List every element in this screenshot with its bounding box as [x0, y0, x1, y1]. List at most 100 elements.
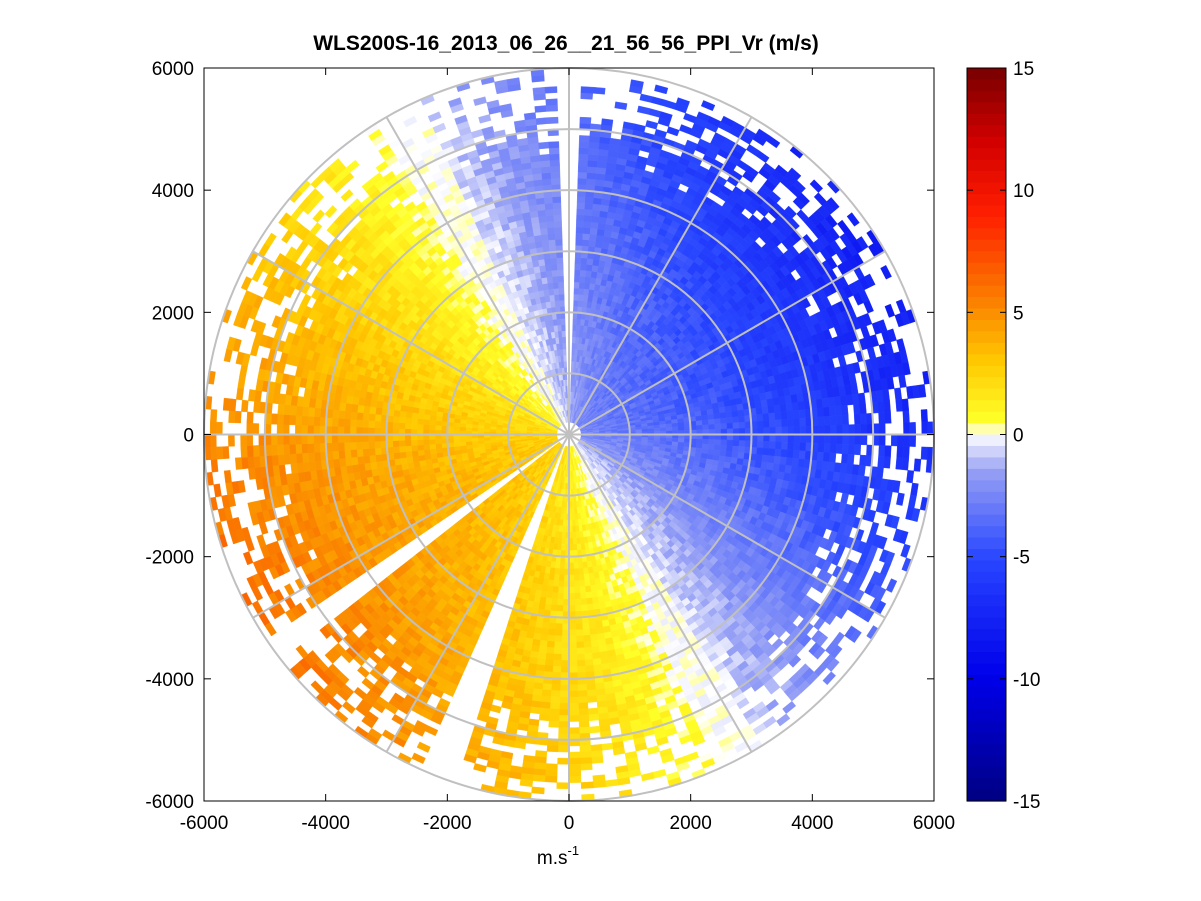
velocity-cell	[572, 531, 577, 539]
velocity-cell	[665, 437, 673, 442]
velocity-cell	[592, 658, 602, 666]
velocity-cell	[568, 666, 578, 673]
velocity-cell	[775, 419, 783, 428]
velocity-cell	[590, 639, 599, 648]
velocity-cell	[761, 454, 769, 463]
velocity-cell	[534, 756, 547, 764]
velocity-cell	[786, 449, 794, 459]
velocity-cell	[529, 706, 541, 715]
velocity-cell	[541, 621, 550, 630]
velocity-cell	[834, 405, 843, 417]
velocity-cell	[568, 684, 579, 692]
velocity-cell	[903, 434, 910, 447]
velocity-cell	[659, 424, 667, 429]
velocity-cell	[592, 774, 606, 783]
velocity-cell	[574, 269, 581, 277]
velocity-cell	[860, 423, 868, 435]
velocity-cell	[558, 708, 570, 716]
velocity-cell	[791, 457, 800, 468]
velocity-cell	[859, 402, 867, 415]
velocity-cell	[559, 696, 570, 704]
velocity-cell	[755, 150, 770, 163]
velocity-cell	[575, 531, 581, 539]
velocity-cell	[702, 438, 710, 445]
velocity-cell	[544, 659, 554, 667]
velocity-cell	[578, 708, 589, 716]
velocity-cell	[763, 434, 771, 442]
velocity-cell	[591, 652, 601, 660]
velocity-cell	[578, 141, 590, 149]
velocity-cell	[560, 660, 570, 667]
velocity-cell	[696, 438, 704, 445]
velocity-cell	[780, 411, 788, 420]
velocity-cell	[550, 696, 561, 704]
velocity-cell	[647, 428, 655, 432]
velocity-cell	[592, 664, 603, 672]
velocity-cell	[792, 409, 800, 419]
velocity-cell	[713, 412, 721, 420]
velocity-cell	[543, 665, 554, 673]
velocity-cell	[578, 714, 590, 722]
velocity-cell	[774, 411, 782, 421]
velocity-cell	[547, 628, 556, 636]
velocity-cell	[913, 458, 922, 472]
velocity-cell	[581, 239, 590, 247]
velocity-cell	[546, 640, 555, 649]
velocity-cell	[577, 300, 584, 308]
velocity-cell	[653, 424, 661, 429]
velocity-cell	[568, 770, 582, 777]
velocity-cell	[544, 769, 558, 777]
velocity-cell	[829, 415, 837, 426]
velocity-cell	[589, 584, 597, 593]
velocity-cell	[604, 779, 619, 788]
velocity-cell	[725, 411, 733, 419]
velocity-cell	[793, 418, 801, 427]
velocity-cell	[614, 101, 628, 110]
velocity-cell	[701, 414, 709, 421]
velocity-cell	[799, 425, 807, 435]
velocity-cell	[785, 402, 794, 412]
velocity-cell	[583, 214, 593, 223]
velocity-cell	[791, 401, 800, 412]
velocity-cell	[561, 635, 570, 643]
velocity-cell	[823, 415, 831, 426]
velocity-cell	[588, 621, 597, 630]
velocity-cell	[582, 227, 591, 235]
velocity-cell	[540, 695, 552, 703]
velocity-cell	[576, 653, 585, 661]
velocity-cell	[761, 406, 769, 415]
velocity-cell	[830, 434, 837, 445]
velocity-cell	[714, 423, 722, 430]
velocity-cell	[586, 258, 594, 266]
velocity-cell	[568, 654, 578, 661]
velocity-cell	[787, 426, 795, 435]
velocity-cell	[591, 209, 601, 217]
velocity-cell	[545, 646, 555, 655]
velocity-cell	[575, 623, 583, 631]
velocity-cell	[737, 452, 745, 460]
velocity-cell	[582, 233, 591, 241]
velocity-cell	[920, 446, 928, 460]
velocity-cell	[842, 424, 850, 435]
velocity-cell	[769, 427, 777, 435]
velocity-cell	[586, 689, 597, 697]
velocity-cell	[583, 220, 592, 229]
velocity-cell	[568, 757, 581, 765]
velocity-cell	[573, 580, 580, 588]
velocity-cell	[558, 568, 565, 576]
velocity-cell	[781, 418, 789, 428]
velocity-cell	[535, 664, 546, 672]
velocity-cell	[775, 441, 783, 450]
velocity-cell	[576, 202, 586, 210]
velocity-cell	[554, 635, 563, 643]
velocity-cell	[561, 537, 566, 545]
velocity-cell	[857, 392, 866, 405]
velocity-cell	[547, 634, 556, 642]
velocity-cell	[824, 425, 831, 435]
velocity-cell	[824, 434, 831, 444]
velocity-cell	[587, 153, 599, 162]
velocity-cell	[572, 324, 577, 332]
velocity-cell	[578, 726, 591, 734]
velocity-cell	[586, 166, 598, 174]
velocity-cell	[589, 725, 601, 734]
